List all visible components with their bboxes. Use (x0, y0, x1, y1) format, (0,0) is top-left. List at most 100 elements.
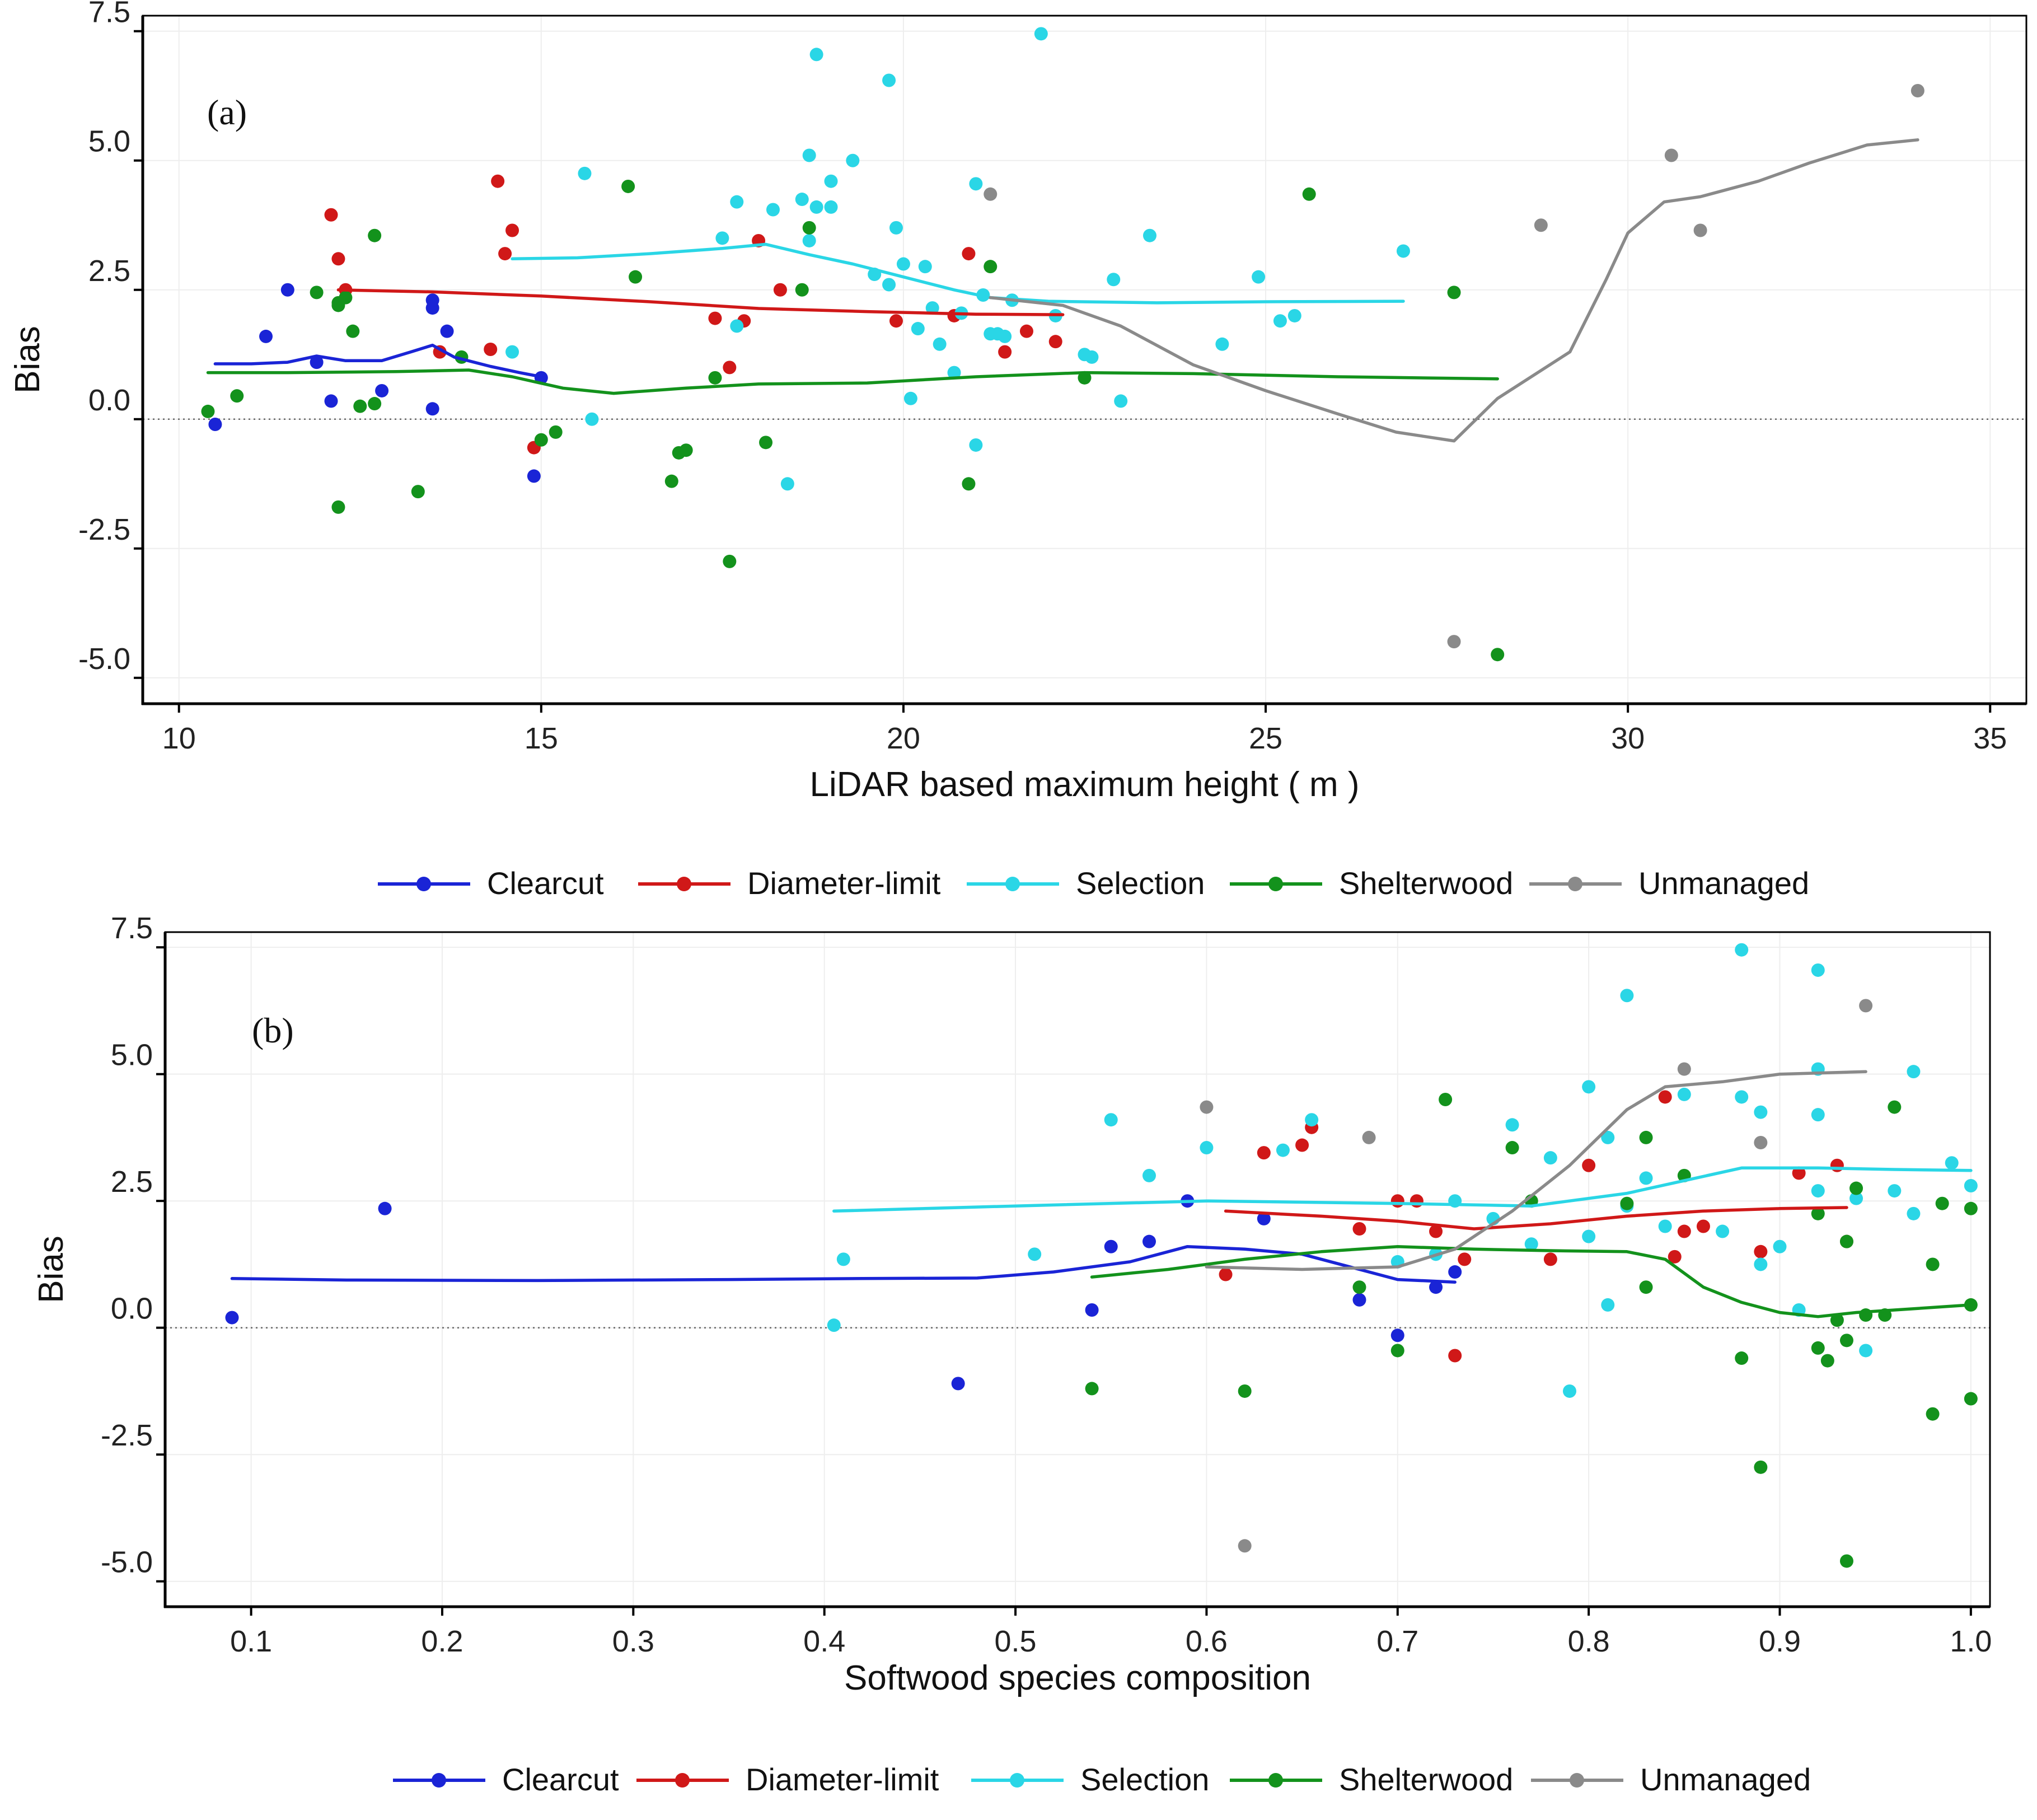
point-clearcut-7 (425, 301, 439, 315)
point-diameter-limit-17 (1019, 324, 1033, 338)
point-clearcut-1 (378, 1201, 392, 1215)
x-tick-label-25: 25 (1249, 722, 1282, 755)
point-selection-14 (1543, 1151, 1557, 1165)
point-selection-6 (766, 203, 780, 217)
legend-item-shelterwood: Shelterwood (1230, 865, 1513, 901)
point-shelterwood-28 (1964, 1392, 1978, 1406)
legend-label-diameter-limit: Diameter-limit (747, 865, 941, 901)
point-shelterwood-5 (339, 291, 353, 305)
point-unmanaged-4 (1693, 223, 1707, 237)
point-clearcut-1 (259, 329, 273, 343)
legend-label-selection: Selection (1080, 1762, 1209, 1797)
legend-label-unmanaged: Unmanaged (1640, 1762, 1811, 1797)
point-selection-40 (1907, 1206, 1921, 1220)
smooth-line-unmanaged (1205, 1070, 1867, 1271)
point-selection-35 (1034, 27, 1048, 41)
legend-a: Clearcut Diameter-limit Selection Shelterwo… (378, 865, 1809, 901)
point-shelterwood-17 (664, 474, 678, 488)
legend-b: Clearcut Diameter-limit Selection Shelterwo… (393, 1762, 1811, 1797)
x-tick-label-0.9: 0.9 (1759, 1625, 1801, 1658)
panel-b: 0.1 0.2 0.3 0.4 0.5 0.6 0.7 0.8 0.9 1.0 7.5 5.0 2.5 0… (32, 911, 1992, 1697)
point-diameter-limit-0 (1219, 1267, 1233, 1281)
point-selection-28 (969, 177, 983, 191)
point-diameter-limit-0 (324, 208, 338, 222)
point-shelterwood-25 (962, 477, 976, 491)
legend-marker-diameter-limit (677, 877, 691, 891)
point-selection-39 (1107, 273, 1121, 287)
point-selection-0 (827, 1318, 841, 1332)
point-clearcut-10 (527, 469, 541, 483)
point-unmanaged-1 (1447, 635, 1461, 649)
point-clearcut-9 (1390, 1328, 1404, 1342)
legend-label-selection: Selection (1076, 865, 1205, 901)
point-diameter-limit-17 (1792, 1166, 1806, 1180)
point-diameter-limit-13 (889, 314, 903, 328)
point-selection-38 (1085, 350, 1099, 364)
series-diameter-limit (324, 174, 1062, 455)
series-selection (505, 27, 1410, 491)
point-selection-22 (911, 322, 925, 336)
point-diameter-limit-12 (773, 283, 787, 297)
point-selection-38 (1888, 1184, 1902, 1198)
point-unmanaged-5 (1910, 83, 1924, 97)
point-selection-21 (1620, 989, 1634, 1003)
point-shelterwood-23 (795, 283, 809, 297)
point-clearcut-4 (1104, 1239, 1118, 1253)
point-shelterwood-28 (1302, 187, 1316, 201)
x-tick-label-0.2: 0.2 (421, 1625, 463, 1658)
smooth-line-unmanaged (989, 138, 1919, 443)
point-selection-7 (780, 477, 794, 491)
point-selection-11 (809, 200, 823, 214)
smooth-line-shelterwood (1090, 1244, 1973, 1318)
point-selection-14 (824, 200, 838, 214)
point-selection-44 (1273, 314, 1287, 328)
y-axis-title: Bias (32, 1236, 71, 1303)
point-selection-9 (802, 233, 816, 247)
point-shelterwood-24 (802, 221, 816, 235)
point-selection-13 (1524, 1237, 1538, 1251)
point-shelterwood-26 (1964, 1201, 1978, 1215)
panel-a: 10 15 20 25 30 35 7.5 5.0 2.5 0.0 -2.5 -5.0 LiDAR ba… (8, 0, 2027, 804)
point-shelterwood-17 (1839, 1334, 1853, 1348)
point-selection-45 (1287, 308, 1301, 322)
point-shelterwood-0 (201, 404, 215, 418)
point-shelterwood-22 (1888, 1100, 1902, 1114)
legend-marker-diameter-limit (675, 1773, 690, 1788)
legend-label-unmanaged: Unmanaged (1638, 865, 1809, 901)
smooth-line-selection (511, 242, 1405, 305)
point-shelterwood-2 (310, 286, 324, 300)
point-selection-21 (903, 391, 917, 405)
point-diameter-limit-10 (723, 361, 737, 375)
grid (143, 16, 2026, 704)
point-shelterwood-18 (1839, 1234, 1853, 1248)
y-tick-label-2.5: 2.5 (88, 254, 130, 288)
point-shelterwood-23 (1926, 1407, 1940, 1421)
point-selection-33 (1811, 1108, 1825, 1122)
point-diameter-limit-16 (1754, 1244, 1768, 1258)
point-shelterwood-11 (1735, 1351, 1749, 1365)
legend-marker-unmanaged (1570, 1773, 1584, 1788)
point-unmanaged-0 (984, 187, 998, 201)
point-selection-35 (1811, 963, 1825, 977)
point-diameter-limit-18 (1830, 1158, 1844, 1172)
y-tick-label-7.5: 7.5 (88, 0, 130, 29)
point-selection-24 (1677, 1087, 1691, 1101)
point-unmanaged-2 (1362, 1130, 1376, 1144)
point-selection-17 (882, 73, 896, 87)
point-selection-12 (809, 48, 823, 62)
point-clearcut-7 (1257, 1211, 1271, 1225)
legend-marker-clearcut (416, 877, 431, 891)
point-selection-13 (824, 174, 838, 188)
point-diameter-limit-7 (1429, 1224, 1443, 1238)
x-tick-label-0.8: 0.8 (1568, 1625, 1610, 1658)
y-tick-label--2.5: -2.5 (78, 513, 130, 546)
point-diameter-limit-7 (505, 223, 519, 237)
point-shelterwood-8 (368, 228, 382, 242)
series-unmanaged (984, 83, 1924, 649)
point-selection-27 (1735, 1090, 1749, 1104)
point-clearcut-0 (225, 1311, 239, 1325)
point-shelterwood-11 (411, 485, 425, 499)
point-shelterwood-16 (629, 270, 643, 284)
x-tick-label-0.3: 0.3 (612, 1625, 654, 1658)
point-shelterwood-8 (1639, 1130, 1653, 1144)
